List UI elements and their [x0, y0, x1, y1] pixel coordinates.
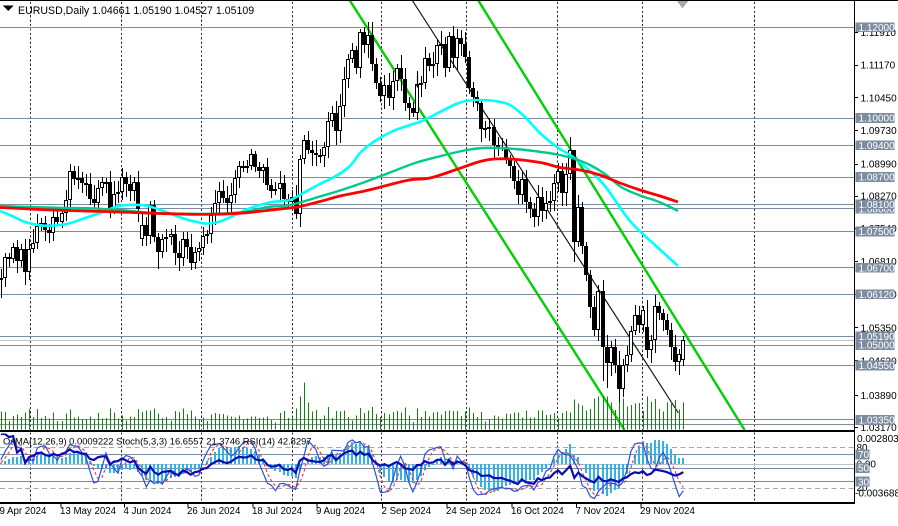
svg-text:24 Sep 2024: 24 Sep 2024	[446, 506, 502, 517]
svg-text:1.08100: 1.08100	[859, 200, 896, 211]
svg-text:50: 50	[858, 464, 870, 475]
svg-text:1.05190: 1.05190	[859, 332, 896, 343]
svg-text:1.11910: 1.11910	[861, 28, 897, 39]
svg-text:1.08000: 1.08000	[859, 205, 896, 216]
svg-text:1.09400: 1.09400	[859, 141, 896, 152]
svg-text:16 Oct 2024: 16 Oct 2024	[511, 506, 564, 517]
svg-text:1.11170: 1.11170	[861, 61, 896, 72]
svg-text:30: 30	[858, 477, 870, 488]
svg-text:1.03350: 1.03350	[859, 416, 896, 427]
svg-text:13 May 2024: 13 May 2024	[60, 506, 117, 517]
svg-text:EURUSD,Daily 1.04661 1.05190: EURUSD,Daily 1.04661 1.05190 1.04527 1.0…	[18, 5, 254, 17]
svg-text:1.03170: 1.03170	[861, 423, 898, 434]
svg-text:1.06700: 1.06700	[859, 264, 896, 275]
svg-text:2 Sep 2024: 2 Sep 2024	[382, 506, 432, 517]
svg-text:9 Apr 2024: 9 Apr 2024	[0, 506, 47, 517]
svg-text:70: 70	[858, 450, 870, 461]
svg-text:29 Nov 2024: 29 Nov 2024	[640, 506, 696, 517]
svg-text:1.06120: 1.06120	[859, 290, 896, 301]
svg-text:9 Aug 2024: 9 Aug 2024	[316, 506, 366, 517]
svg-text:1.10450: 1.10450	[861, 93, 898, 104]
svg-text:-0.003688: -0.003688	[855, 489, 898, 500]
svg-text:1.08270: 1.08270	[861, 192, 898, 203]
svg-text:1.07500: 1.07500	[859, 227, 896, 238]
svg-text:1.08990: 1.08990	[861, 160, 898, 171]
svg-text:OsMA(12,26,9) 0.0009222 Stoch: OsMA(12,26,9) 0.0009222 Stoch(5,3,3) 16.…	[3, 436, 312, 447]
svg-text:20: 20	[857, 483, 869, 494]
svg-text:80: 80	[857, 443, 869, 454]
svg-text:0.0028034: 0.0028034	[857, 434, 898, 445]
svg-text:1.10000: 1.10000	[859, 114, 896, 125]
svg-text:1.05000: 1.05000	[859, 341, 896, 352]
svg-text:1.09730: 1.09730	[861, 126, 898, 137]
svg-text:1.08700: 1.08700	[859, 173, 896, 184]
svg-text:1.03890: 1.03890	[861, 391, 898, 402]
svg-text:1.04550: 1.04550	[859, 361, 896, 372]
svg-text:1.06810: 1.06810	[861, 257, 898, 268]
svg-text:4 Jun 2024: 4 Jun 2024	[124, 506, 173, 517]
svg-text:7 Nov 2024: 7 Nov 2024	[576, 506, 626, 517]
svg-text:18 Jul 2024: 18 Jul 2024	[252, 506, 303, 517]
svg-text:1.12000: 1.12000	[859, 23, 896, 34]
svg-text:1.05350: 1.05350	[861, 323, 898, 334]
svg-text:26 Jun 2024: 26 Jun 2024	[187, 506, 241, 517]
